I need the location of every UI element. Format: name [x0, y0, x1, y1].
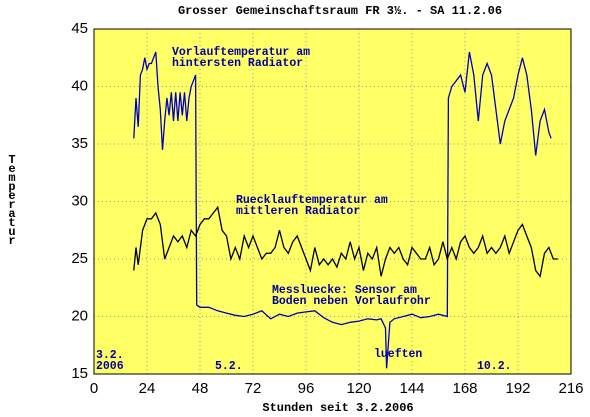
- annotation: lueften: [374, 348, 422, 361]
- plot-frame: [93, 28, 572, 375]
- annotation: hintersten Radiator: [172, 57, 303, 70]
- annotation: Vorlauftemperatur am: [172, 46, 310, 59]
- y-tick-label: 15: [71, 365, 88, 382]
- x-tick-label: 24: [139, 380, 156, 397]
- x-tick-label: 144: [399, 380, 424, 397]
- y-tick-label: 40: [71, 77, 88, 94]
- annotation: 5.2.: [215, 360, 243, 373]
- plot-area: [94, 29, 571, 374]
- annotation: 3.2.: [96, 349, 124, 362]
- annotation: Messluecke: Sensor am: [272, 284, 417, 297]
- data-line: [133, 205, 558, 278]
- y-tick-label: 20: [71, 307, 88, 324]
- annotation: 10.2.: [477, 360, 512, 373]
- annotation: mittleren Radiator: [236, 205, 360, 218]
- data-line: [133, 51, 552, 369]
- x-axis-label: Stunden seit 3.2.2006: [262, 401, 413, 415]
- x-tick-label: 120: [346, 380, 371, 397]
- x-tick-label: 72: [245, 380, 262, 397]
- y-tick-label: 25: [71, 250, 88, 267]
- y-tick-label: 45: [71, 20, 88, 37]
- y-tick-label: 35: [71, 135, 88, 152]
- x-tick-label: 192: [505, 380, 530, 397]
- annotation: Boden neben Vorlaufrohr: [272, 295, 431, 308]
- x-tick-label: 48: [192, 380, 209, 397]
- chart-title: Grosser Gemeinschaftsraum FR 3½. - SA 11…: [178, 4, 502, 18]
- annotation: 2006: [96, 360, 124, 373]
- x-tick-label: 0: [90, 380, 98, 397]
- y-tick-label: 30: [71, 192, 88, 209]
- x-tick-label: 168: [452, 380, 477, 397]
- x-tick-label: 96: [298, 380, 315, 397]
- x-tick-label: 216: [558, 380, 583, 397]
- annotation: Ruecklauftemperatur am: [236, 194, 388, 207]
